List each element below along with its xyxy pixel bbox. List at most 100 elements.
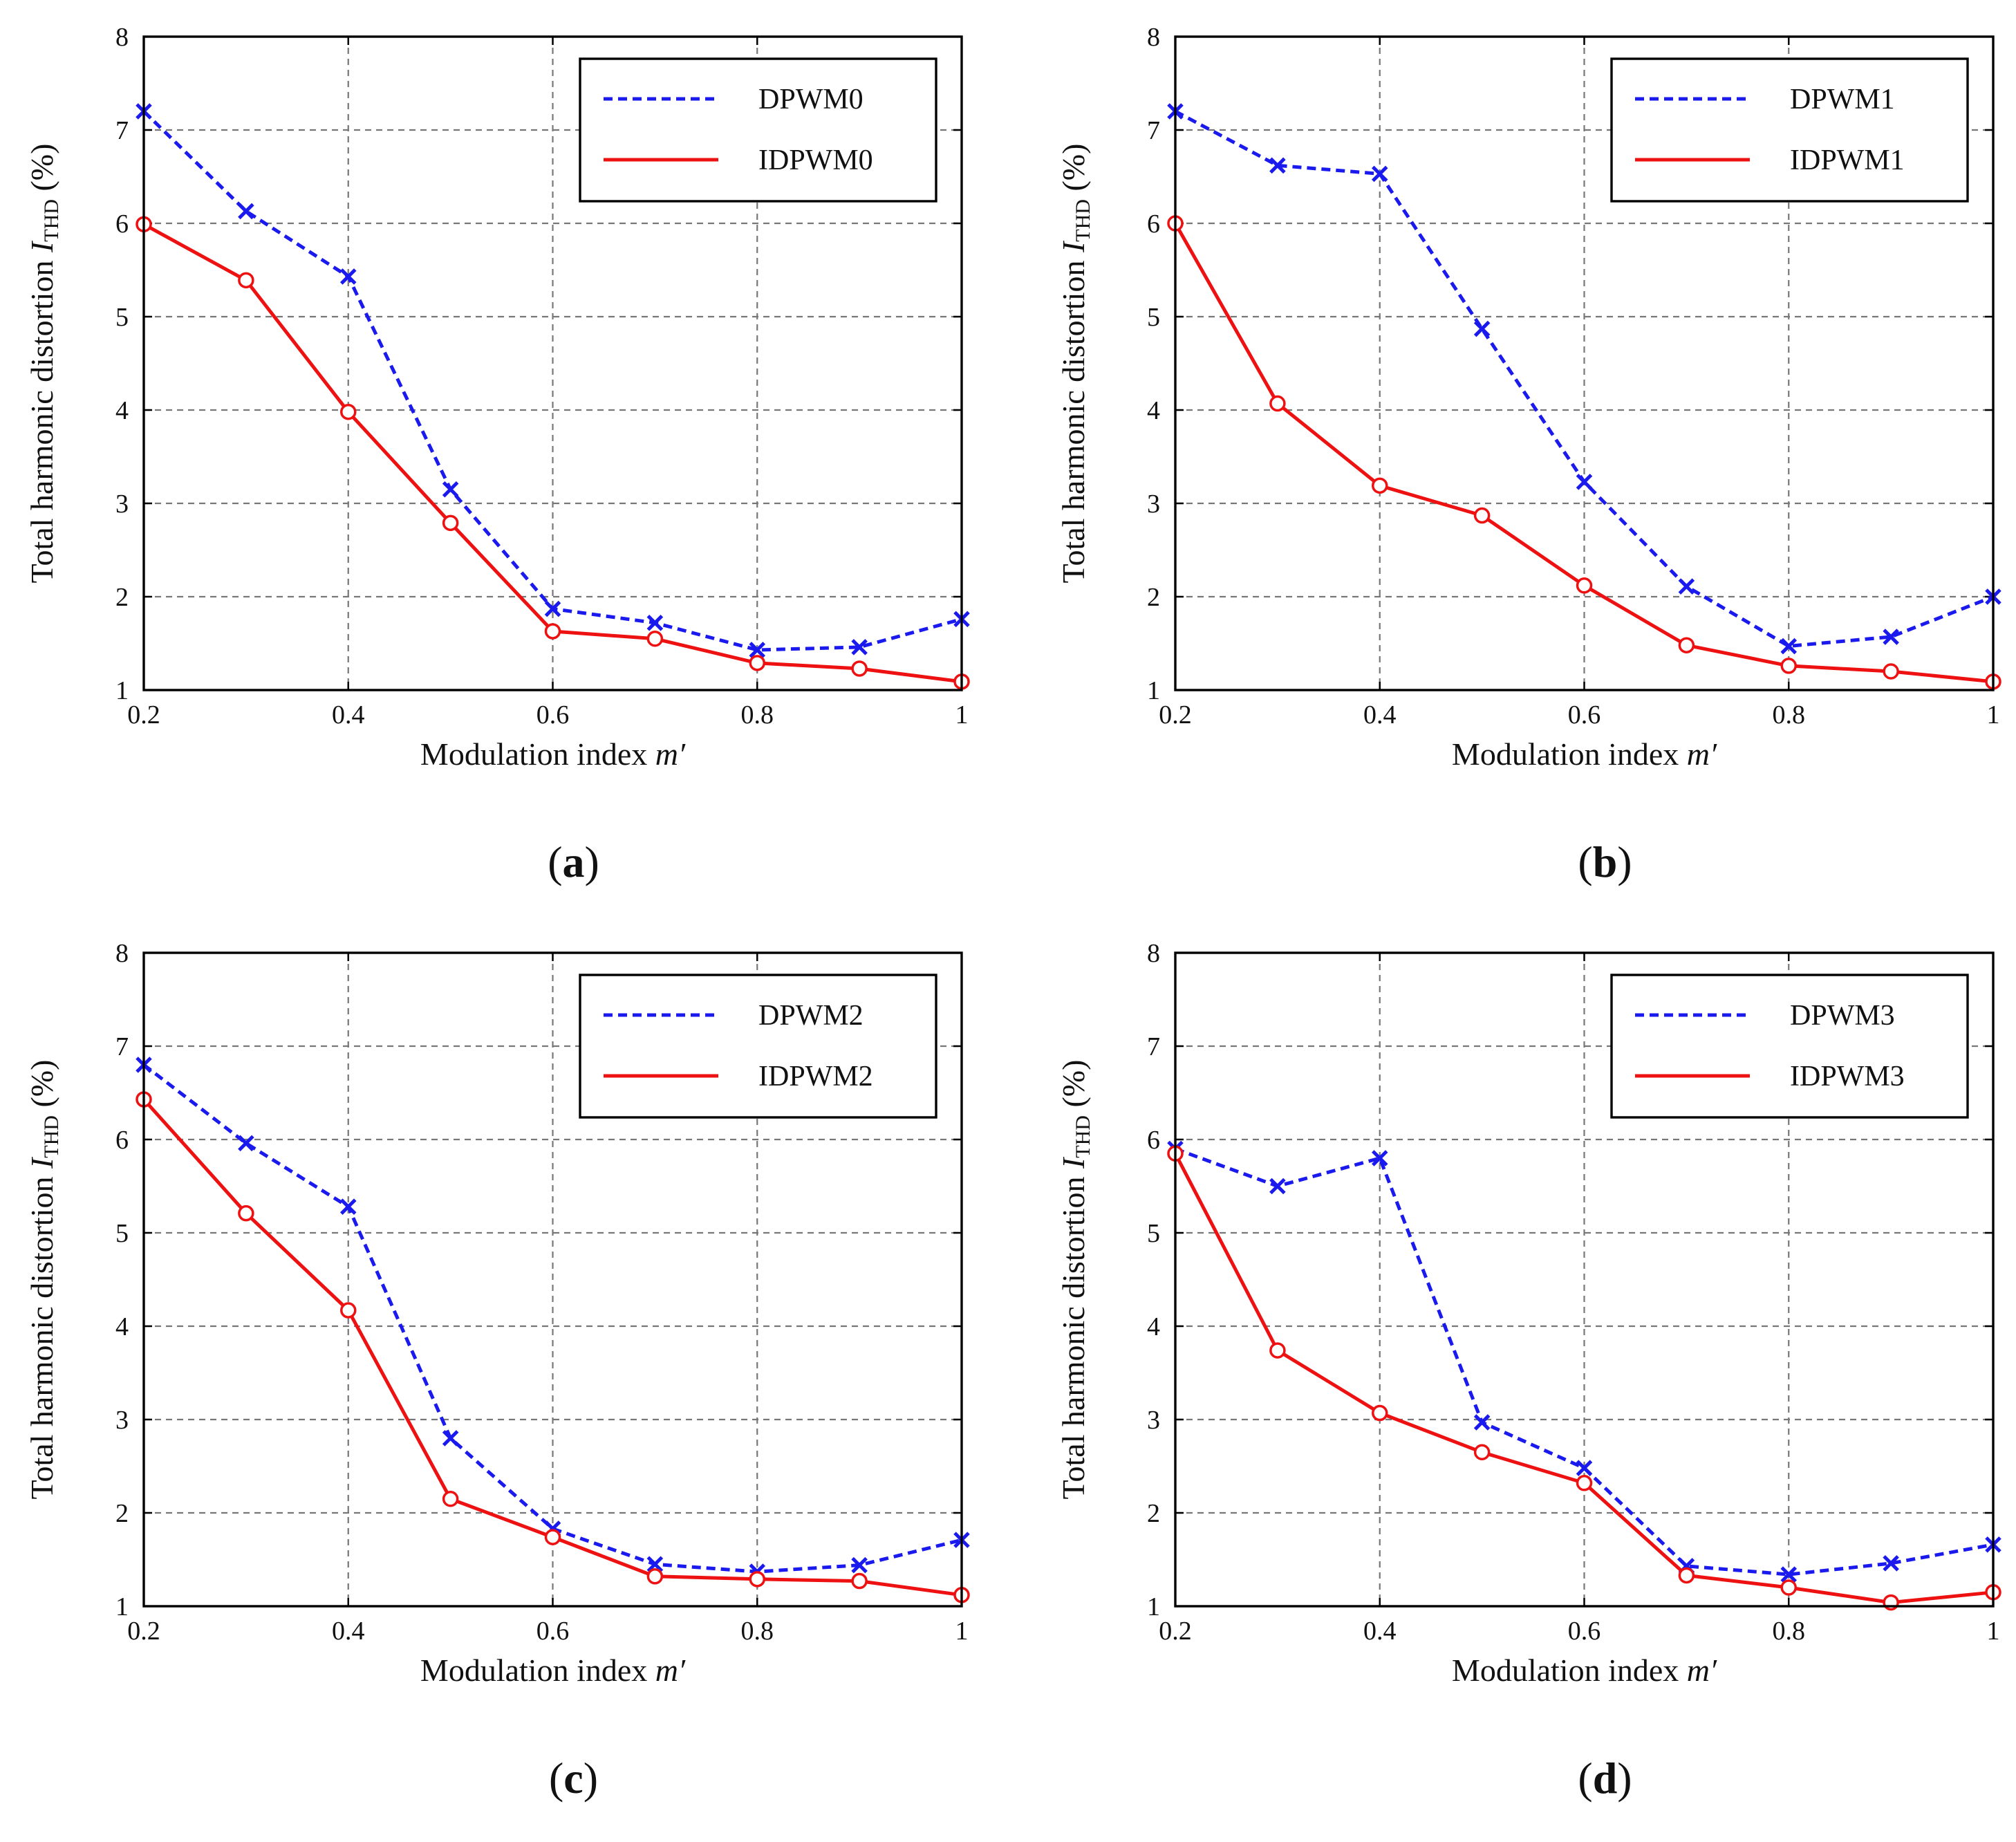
panel-caption-paren: ( (548, 837, 562, 886)
data-point-marker (1473, 320, 1491, 337)
legend-label: IDPWM0 (758, 145, 873, 176)
y-tick-label: 3 (115, 1406, 129, 1435)
x-tick-label: 0.2 (127, 1617, 160, 1646)
y-axis-label-text: Total harmonic distortion (1056, 1169, 1091, 1499)
y-tick-label: 4 (115, 1312, 129, 1341)
legend: DPWM2 IDPWM2 (579, 974, 937, 1119)
y-tick-label: 6 (115, 1126, 129, 1155)
data-point-marker (544, 1529, 561, 1545)
legend: DPWM1 IDPWM1 (1610, 57, 1969, 203)
y-tick-label: 6 (1147, 210, 1160, 239)
data-point-marker (1473, 1444, 1491, 1460)
x-tick-label: 0.8 (741, 1617, 774, 1646)
plot-frame (1174, 35, 1995, 691)
x-tick-label: 0.6 (536, 1617, 570, 1646)
plot-frame (142, 35, 963, 691)
x-tick-label: 0.4 (332, 1617, 365, 1646)
y-tick-label: 6 (1147, 1126, 1160, 1155)
x-tick-label: 0.4 (1363, 700, 1397, 729)
x-axis-label: Modulation index m′ (420, 1653, 686, 1688)
data-point-marker (1269, 157, 1286, 174)
x-tick-label: 0.4 (1363, 1617, 1397, 1646)
y-tick-label: 7 (1147, 116, 1160, 145)
data-point-marker (442, 1430, 459, 1446)
y-tick-label: 8 (1147, 23, 1160, 52)
panel-caption-letter: d (1593, 1753, 1618, 1803)
panel-caption: (a) (548, 837, 599, 886)
plot-frame (142, 951, 963, 1608)
data-point-marker (851, 1556, 868, 1574)
chart-panel-a: 0.2 0.4 0.6 0.8 1 1 2 3 4 5 6 7 8 DPWM0 IDPWM0 Modulati… (24, 23, 970, 886)
x-axis-label-text: Modulation index (1452, 1653, 1687, 1688)
legend-label: DPWM3 (1790, 1000, 1895, 1032)
y-axis-label-variable: I (24, 240, 59, 253)
x-axis-label-text: Modulation index (420, 736, 655, 772)
y-tick-label: 1 (1147, 676, 1160, 705)
y-tick-label: 5 (1147, 303, 1160, 332)
x-axis-label: Modulation index m′ (1452, 736, 1717, 772)
x-axis-label: Modulation index m′ (420, 736, 686, 772)
data-point-marker (1269, 1342, 1286, 1359)
data-point-marker (1473, 507, 1491, 524)
y-axis-label: Total harmonic distortion ITHD (%) (1056, 1060, 1094, 1500)
x-tick-label: 0.8 (741, 700, 774, 729)
data-point-marker (1576, 577, 1593, 594)
y-axis-label-unit: (%) (24, 144, 59, 199)
data-point-marker (238, 203, 254, 220)
data-point-marker (1473, 1414, 1491, 1431)
y-axis-label-unit: (%) (1056, 144, 1091, 199)
plot-frame (1174, 951, 1995, 1608)
legend: DPWM0 IDPWM0 (579, 57, 937, 203)
y-axis-label-variable: I (24, 1156, 59, 1169)
ticks: 0.2 0.4 0.6 0.8 1 1 2 3 4 5 6 7 8 (115, 23, 969, 729)
y-tick-label: 2 (115, 1499, 129, 1528)
legend-frame (1610, 974, 1969, 1119)
y-tick-label: 1 (1147, 1592, 1160, 1621)
x-tick-label: 1 (1987, 1617, 2000, 1646)
y-axis-label-text: Total harmonic distortion (24, 252, 59, 583)
legend-frame (1610, 57, 1969, 203)
y-axis-label-unit: (%) (1056, 1060, 1091, 1115)
panel-caption-paren: ) (1617, 837, 1632, 886)
data-point-marker (1576, 1475, 1593, 1491)
y-tick-label: 1 (115, 1592, 129, 1621)
data-point-marker (544, 623, 561, 640)
legend-label: IDPWM2 (758, 1061, 873, 1092)
series-IDPWM2 (136, 1091, 970, 1603)
y-tick-label: 3 (1147, 490, 1160, 519)
y-tick-label: 6 (115, 210, 129, 239)
data-point-marker (646, 631, 664, 647)
data-point-marker (1678, 578, 1695, 595)
x-axis-label-text: Modulation index (1452, 736, 1687, 772)
legend-label: IDPWM1 (1790, 145, 1905, 176)
series-DPWM0 (136, 103, 970, 658)
y-tick-label: 7 (115, 116, 129, 145)
data-point-marker (1883, 1555, 1899, 1572)
data-point-marker (851, 660, 868, 677)
y-axis-label-text: Total harmonic distortion (1056, 252, 1091, 583)
series-DPWM1 (1167, 103, 2001, 655)
y-axis-label-subscript: THD (40, 199, 63, 242)
y-tick-label: 5 (115, 303, 129, 332)
y-tick-label: 8 (115, 939, 129, 968)
y-axis-label-subscript: THD (1072, 1115, 1094, 1158)
y-axis-label-unit: (%) (24, 1060, 59, 1115)
series-IDPWM1 (1167, 215, 2001, 690)
data-point-marker (442, 481, 459, 498)
data-point-marker (646, 1556, 664, 1573)
y-tick-label: 1 (115, 676, 129, 705)
panel-caption-letter: c (563, 1753, 583, 1803)
chart-panel-b: 0.2 0.4 0.6 0.8 1 1 2 3 4 5 6 7 8 DPWM1 IDPWM1 Modulati… (1056, 23, 2001, 886)
data-point-marker (339, 268, 357, 285)
gridlines (144, 37, 962, 690)
data-point-marker (1883, 629, 1899, 645)
series-IDPWM3 (1167, 1145, 2001, 1611)
data-point-marker (749, 1571, 765, 1588)
legend-frame (579, 57, 937, 203)
y-axis-label-subscript: THD (40, 1115, 63, 1158)
panel-caption-letter: a (563, 837, 585, 886)
panel-caption-paren: ) (584, 1753, 598, 1803)
data-point-marker (1269, 395, 1286, 412)
legend-frame (579, 974, 937, 1119)
